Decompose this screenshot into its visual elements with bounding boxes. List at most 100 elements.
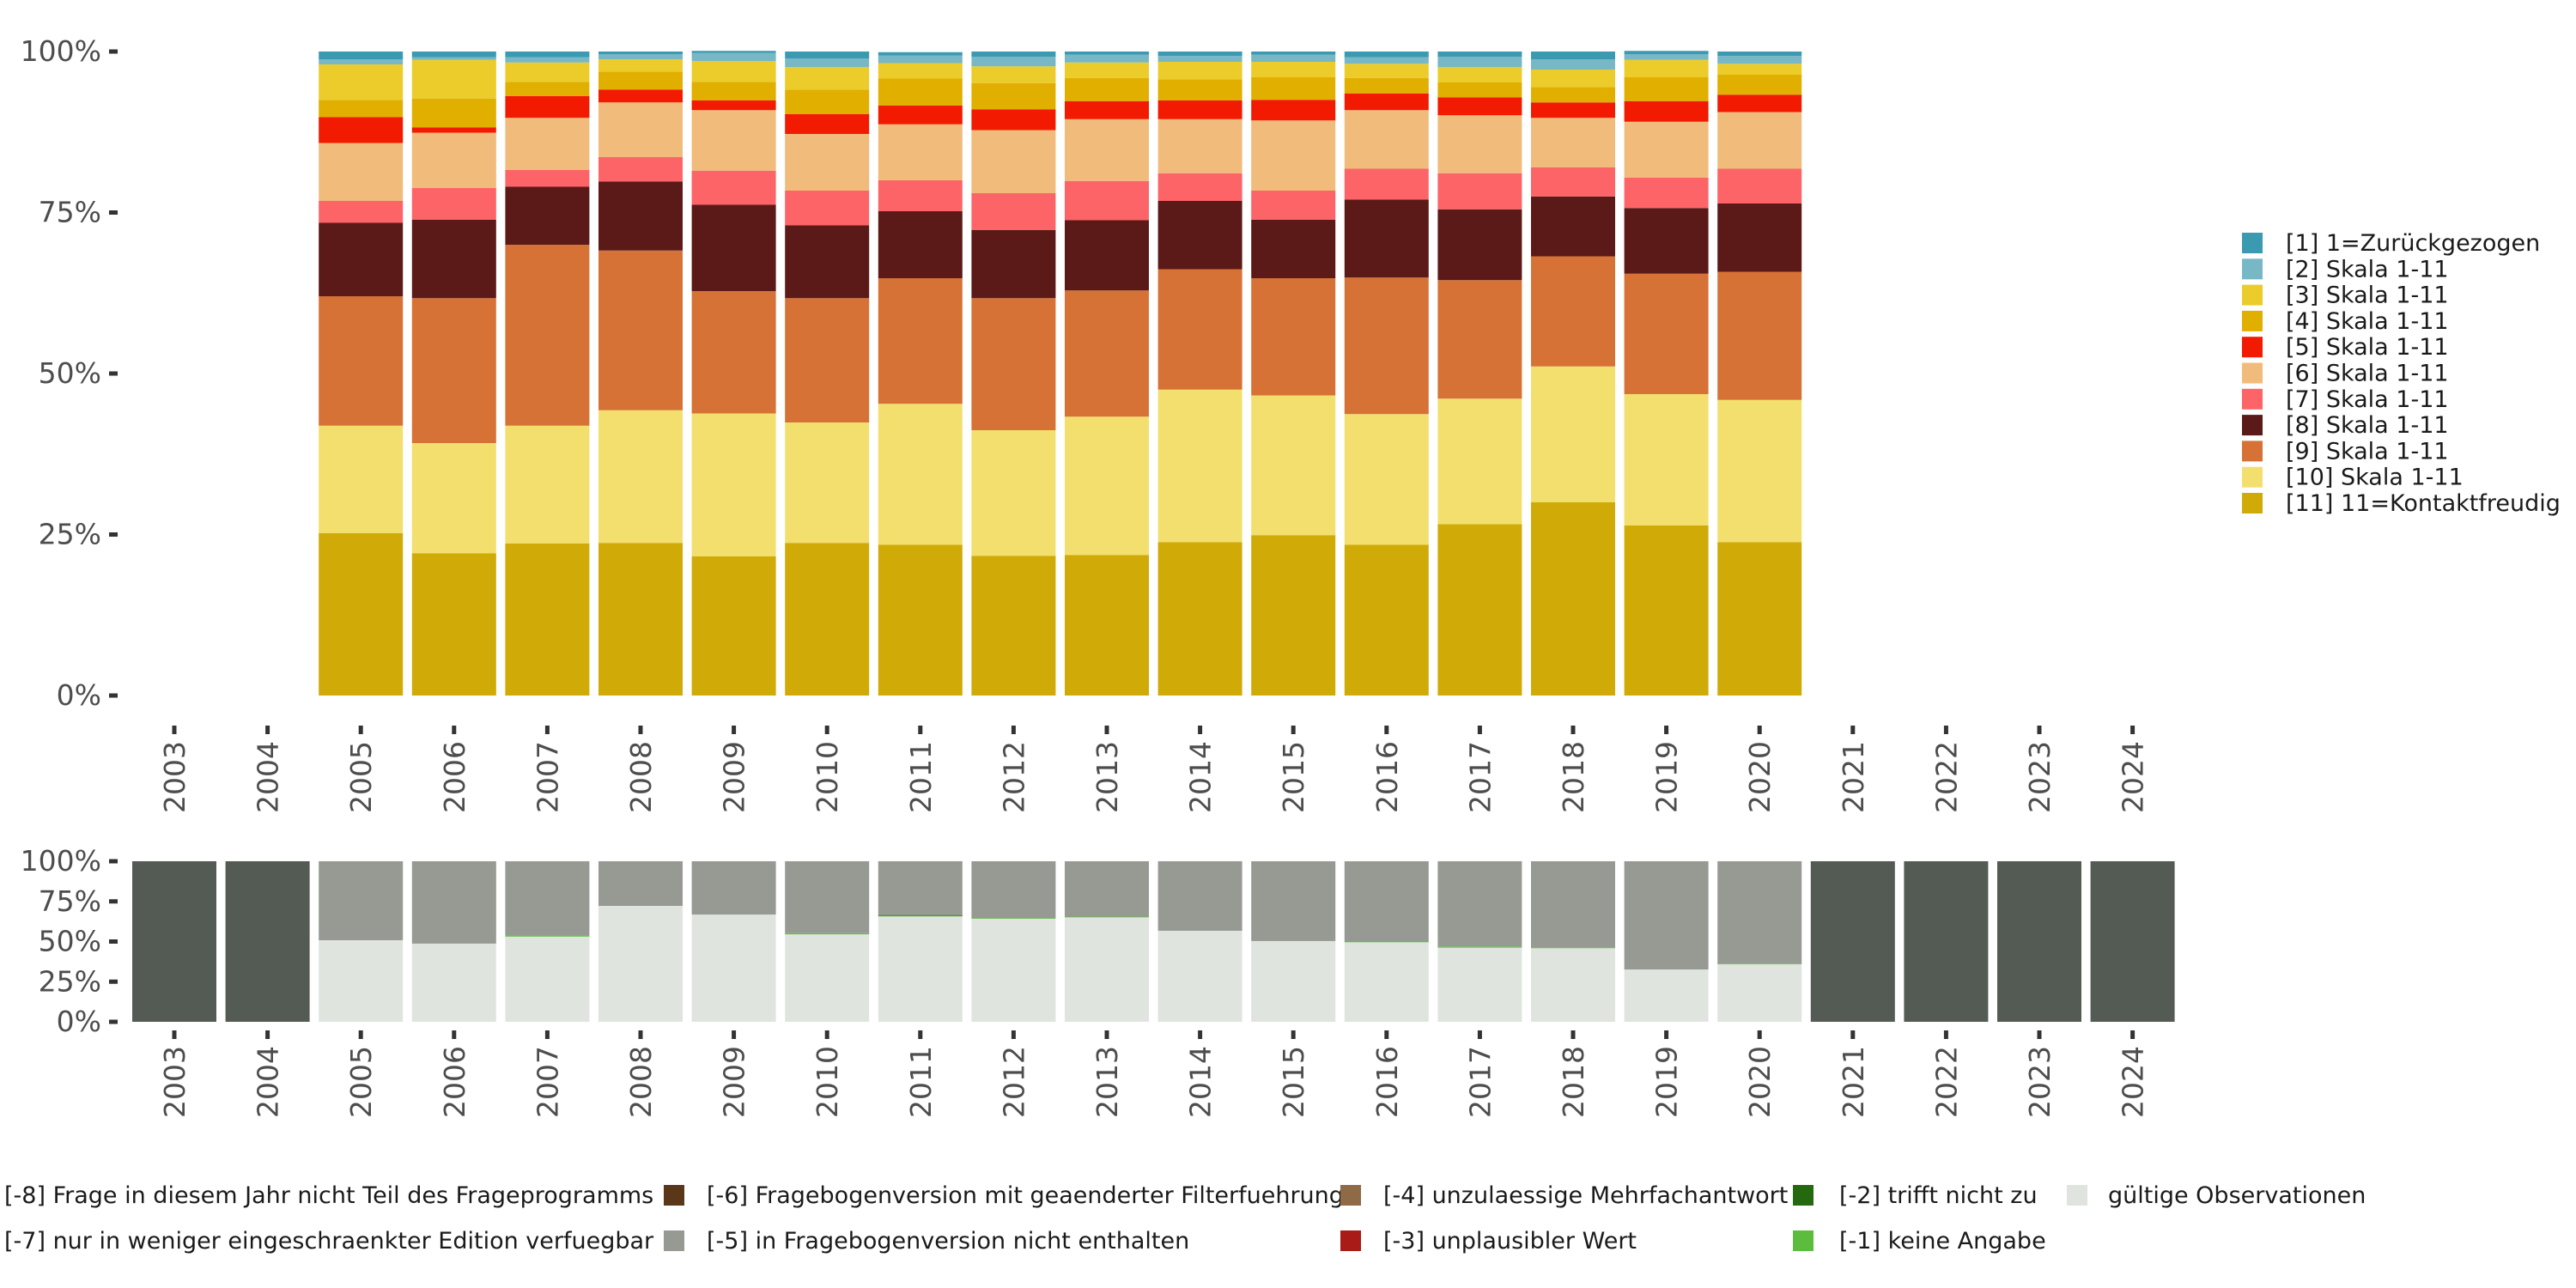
bar-segment-2008-s7 [598, 71, 683, 90]
legend-swatch [2242, 258, 2263, 280]
bar-segment-2011-s1 [878, 915, 963, 917]
y-tick-label: 25% [39, 964, 101, 998]
x-tick-label: 2012 [997, 741, 1030, 813]
legend-label: [8] Skala 1-11 [2286, 412, 2449, 439]
bar-segment-2018-s9 [1531, 59, 1615, 70]
bar-segment-2019-s4 [1624, 178, 1709, 209]
legend-item: [-1] keine Angabe [1793, 1228, 2046, 1255]
bar-segment-2006-s9 [411, 57, 496, 60]
y-tick-label: 75% [39, 884, 101, 918]
bar-segment-2020-s10 [1717, 52, 1802, 57]
legend-swatch [2242, 337, 2263, 358]
bar-segment-2005-s0 [319, 533, 404, 696]
bar-segment-2016-s0 [1344, 544, 1429, 696]
bar-segment-2006-s4 [411, 188, 496, 220]
bar-segment-2006-s1 [411, 443, 496, 554]
bar-segment-2011-s0 [878, 915, 963, 1022]
legend-item: [5] Skala 1-11 [2242, 334, 2449, 361]
bar-segment-2015-s4 [1251, 191, 1336, 220]
bar-segment-2022-s8 [1904, 861, 1989, 1022]
bar-segment-2012-s10 [971, 52, 1056, 57]
bar-segment-2008-s9 [598, 54, 683, 59]
bar-segment-2012-s9 [971, 57, 1056, 67]
bar-segment-2011-s8 [878, 63, 963, 79]
bar-segment-2005-s1 [319, 425, 404, 533]
bar-segment-2009-s7 [691, 82, 776, 100]
bar-segment-2017-s10 [1437, 52, 1522, 57]
bar-segment-2015-s5 [1251, 861, 1336, 941]
bar-segment-2020-s0 [1717, 542, 1802, 696]
bar-segment-2005-s0 [319, 940, 404, 1022]
bar-segment-2017-s1 [1437, 398, 1522, 525]
legend-label: [-7] nur in weniger eingeschraenkter Edi… [4, 1228, 654, 1255]
legend-swatch [1340, 1185, 1361, 1206]
bar-segment-2018-s3 [1531, 196, 1615, 257]
legend-item: [4] Skala 1-11 [2242, 308, 2449, 335]
bar-segment-2015-s9 [1251, 54, 1336, 62]
bar-segment-2018-s1 [1531, 366, 1615, 502]
legend-label: [7] Skala 1-11 [2286, 386, 2449, 413]
legend-label: [3] Skala 1-11 [2286, 283, 2449, 309]
bar-segment-2012-s8 [971, 66, 1056, 83]
legend-swatch [2242, 440, 2263, 462]
legend-label: [9] Skala 1-11 [2286, 438, 2449, 465]
bar-segment-2008-s2 [598, 250, 683, 410]
bar-segment-2009-s5 [691, 861, 776, 915]
bar-segment-2017-s5 [1437, 115, 1522, 173]
x-tick-label: 2018 [1557, 741, 1590, 813]
bar-segment-2014-s9 [1157, 56, 1242, 62]
bar-segment-2006-s8 [411, 59, 496, 99]
bar-segment-2017-s3 [1437, 209, 1522, 281]
bar-segment-2020-s3 [1717, 204, 1802, 272]
bar-segment-2007-s7 [505, 82, 590, 96]
bar-segment-2007-s5 [505, 861, 590, 936]
y-tick-label: 100% [21, 844, 101, 878]
bar-segment-2020-s0 [1717, 963, 1802, 1022]
bar-segment-2018-s8 [1531, 70, 1615, 88]
top-chart-y-axis: 0% 25% 50% 75% 100% [21, 34, 118, 712]
bar-segment-2003-s8 [132, 861, 216, 1022]
x-tick-label: 2022 [1929, 1046, 1963, 1118]
bar-segment-2017-s8 [1437, 67, 1522, 82]
bar-segment-2011-s2 [878, 914, 963, 916]
bar-segment-2008-s3 [598, 181, 683, 251]
x-tick-label: 2021 [1837, 1046, 1870, 1118]
x-tick-label: 2023 [2023, 1046, 2057, 1118]
legend-label: [5] Skala 1-11 [2286, 334, 2449, 361]
bar-segment-2017-s2 [1437, 280, 1522, 399]
bar-segment-2017-s7 [1437, 82, 1522, 98]
bar-segment-2013-s10 [1065, 52, 1149, 55]
bar-segment-2020-s7 [1717, 75, 1802, 95]
legend-swatch [1340, 1230, 1361, 1251]
legend-swatch [664, 1230, 684, 1251]
bar-segment-2008-s5 [598, 102, 683, 157]
x-tick-label: 2003 [158, 741, 191, 813]
bar-segment-2010-s10 [785, 52, 870, 59]
bar-segment-2017-s6 [1437, 97, 1522, 116]
bar-segment-2005-s7 [319, 100, 404, 118]
bar-segment-2014-s3 [1157, 201, 1242, 270]
bar-segment-2006-s7 [411, 98, 496, 128]
legend-label: [11] 11=Kontaktfreudig [2286, 490, 2561, 517]
x-tick-label: 2024 [2117, 741, 2150, 813]
y-tick-label: 50% [39, 356, 101, 390]
bar-segment-2012-s4 [971, 193, 1056, 230]
x-tick-label: 2024 [2117, 1046, 2150, 1118]
bar-segment-2010-s0 [785, 543, 870, 696]
bar-segment-2010-s5 [785, 861, 870, 933]
bar-segment-2015-s5 [1251, 120, 1336, 191]
bar-segment-2009-s2 [691, 291, 776, 414]
bar-segment-2014-s10 [1157, 52, 1242, 57]
bottom-chart-x-axis: 2003 2004 2005 2006 2007 2008 2009 2010 2011 2012… [158, 1030, 2150, 1118]
bar-segment-2020-s1 [1717, 963, 1802, 964]
bar-segment-2014-s6 [1157, 100, 1242, 119]
x-tick-label: 2007 [531, 741, 564, 813]
bar-segment-2010-s3 [785, 225, 870, 299]
x-tick-label: 2018 [1557, 1046, 1590, 1118]
x-tick-label: 2019 [1650, 741, 1684, 813]
legend-item: [10] Skala 1-11 [2242, 465, 2464, 491]
legend-item: [-3] unplausibler Wert [1340, 1228, 1637, 1255]
bar-segment-2020-s5 [1717, 112, 1802, 169]
bottom-chart-y-axis: 0% 25% 50% 75% 100% [21, 844, 118, 1038]
legend-label: [1] 1=Zurückgezogen [2286, 230, 2540, 257]
